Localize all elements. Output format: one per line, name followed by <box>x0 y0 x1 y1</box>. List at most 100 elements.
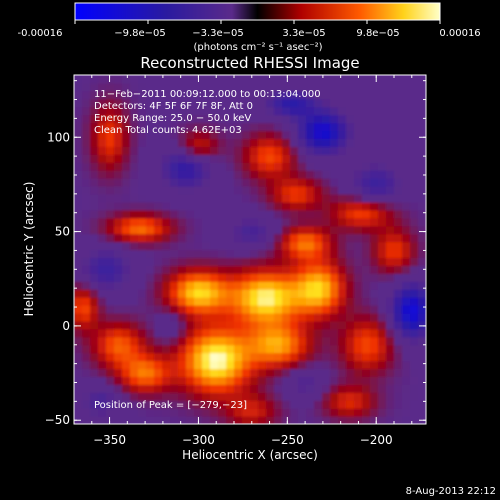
heatmap-cell <box>330 408 339 417</box>
heatmap-cell <box>106 90 115 100</box>
heatmap-cell <box>306 328 315 338</box>
heatmap-cell <box>130 178 139 187</box>
heatmap-cell <box>250 209 259 219</box>
heatmap-cell <box>106 193 115 203</box>
heatmap-cell <box>330 170 339 179</box>
heatmap-cell <box>82 162 91 171</box>
heatmap-cell <box>186 257 195 266</box>
heatmap-cell <box>194 225 203 235</box>
heatmap-cell <box>266 320 275 330</box>
heatmap-cell <box>338 146 347 155</box>
heatmap-cell <box>362 225 371 235</box>
heatmap-cell <box>138 138 147 147</box>
heatmap-cell <box>138 257 147 266</box>
heatmap-cell <box>394 376 403 385</box>
heatmap-cell <box>418 360 426 370</box>
heatmap-cell <box>402 312 411 322</box>
heatmap-cell <box>322 320 331 330</box>
heatmap-cell <box>138 82 147 92</box>
heatmap-cell <box>410 209 419 219</box>
heatmap-cell <box>170 328 179 338</box>
heatmap-cell <box>346 281 355 290</box>
heatmap-cell <box>266 217 275 227</box>
heatmap-cell <box>402 281 411 290</box>
heatmap-cell <box>314 352 323 362</box>
heatmap-cell <box>250 273 259 282</box>
heatmap-cell <box>130 241 139 251</box>
heatmap-cell <box>234 138 243 147</box>
heatmap-cell <box>258 328 267 338</box>
heatmap-cell <box>250 265 259 274</box>
heatmap-cell <box>218 400 227 409</box>
heatmap-cell <box>106 162 115 171</box>
heatmap-cell <box>122 130 131 140</box>
heatmap-cell <box>386 209 395 219</box>
heatmap-cell <box>274 352 283 362</box>
heatmap-cell <box>98 273 107 282</box>
heatmap-cell <box>378 162 387 171</box>
heatmap-cell <box>202 209 211 219</box>
heatmap-cell <box>386 289 395 298</box>
heatmap-cell <box>218 281 227 290</box>
heatmap-cell <box>98 376 107 385</box>
heatmap-cell <box>154 114 163 124</box>
heatmap-cell <box>402 225 411 235</box>
heatmap-cell <box>146 138 155 147</box>
heatmap-cell <box>298 201 307 211</box>
heatmap-cell <box>114 312 123 322</box>
heatmap-cell <box>194 265 203 274</box>
heatmap-cell <box>354 170 363 179</box>
heatmap-cell <box>242 273 251 282</box>
annotation-energy-range: Energy Range: 25.0 − 50.0 keV <box>94 113 251 124</box>
heatmap-cell <box>370 225 379 235</box>
heatmap-cell <box>306 170 315 179</box>
heatmap-cell <box>82 178 91 187</box>
heatmap-cell <box>314 217 323 227</box>
heatmap-cell <box>138 209 147 219</box>
heatmap-cell <box>338 225 347 235</box>
heatmap-cell <box>194 249 203 259</box>
heatmap-cell <box>274 201 283 211</box>
heatmap-cell <box>234 344 243 354</box>
heatmap-cell <box>418 297 426 306</box>
heatmap-cell <box>138 154 147 163</box>
heatmap-cell <box>98 249 107 259</box>
heatmap-cell <box>82 360 91 370</box>
heatmap-cell <box>74 257 83 266</box>
heatmap-cell <box>418 336 426 346</box>
heatmap-cell <box>290 368 299 378</box>
heatmap-cell <box>402 328 411 338</box>
heatmap-cell <box>306 257 315 266</box>
heatmap-cell <box>162 90 171 100</box>
heatmap-cell <box>178 138 187 147</box>
heatmap-cell <box>346 209 355 219</box>
heatmap-cell <box>410 241 419 251</box>
heatmap-cell <box>402 130 411 140</box>
heatmap-cell <box>146 400 155 409</box>
heatmap-cell <box>234 249 243 259</box>
heatmap-cell <box>266 336 275 346</box>
heatmap-cell <box>122 273 131 282</box>
heatmap-cell <box>162 178 171 187</box>
heatmap-cell <box>202 400 211 409</box>
heatmap-cell <box>298 281 307 290</box>
heatmap-cell <box>266 178 275 187</box>
heatmap-cell <box>418 146 426 155</box>
heatmap-cell <box>250 186 259 195</box>
heatmap-cell <box>250 170 259 179</box>
heatmap-cell <box>274 384 283 393</box>
heatmap-cell <box>154 225 163 235</box>
heatmap-cell <box>258 225 267 235</box>
heatmap-cell <box>338 233 347 243</box>
heatmap-cell <box>346 241 355 251</box>
heatmap-cell <box>402 106 411 116</box>
heatmap-cell <box>90 233 99 243</box>
heatmap-cell <box>266 360 275 370</box>
heatmap-cell <box>394 368 403 378</box>
heatmap-cell <box>122 217 131 227</box>
heatmap-cell <box>282 249 291 259</box>
heatmap-cell <box>210 130 219 140</box>
heatmap-cell <box>386 201 395 211</box>
heatmap-cell <box>386 265 395 274</box>
heatmap-cell <box>394 178 403 187</box>
